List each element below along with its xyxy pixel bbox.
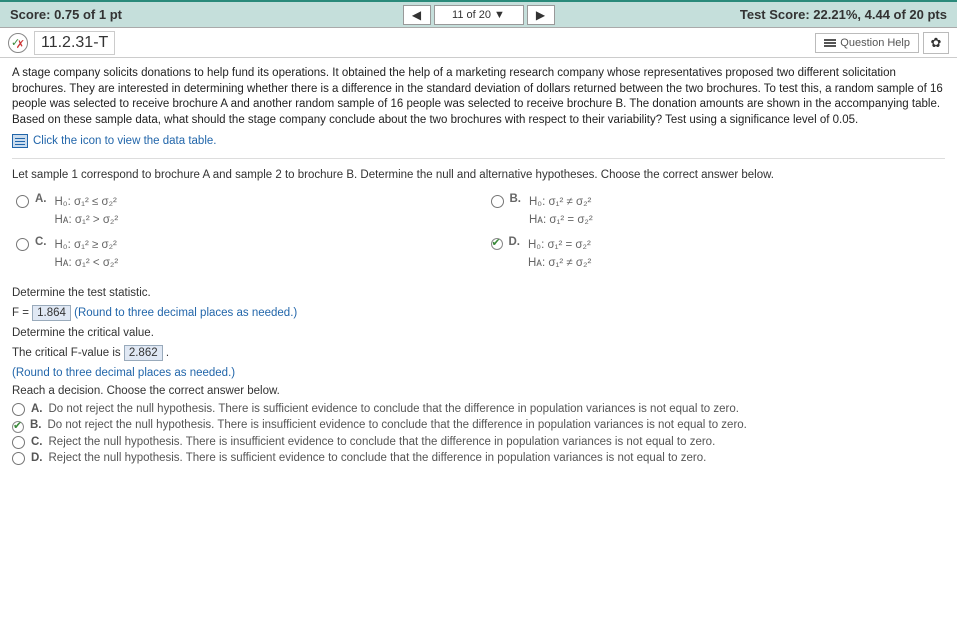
radio-b[interactable] xyxy=(491,195,504,208)
critical-value-label: Determine the critical value. xyxy=(12,327,945,339)
decision-option-a[interactable]: A. Do not reject the null hypothesis. Th… xyxy=(12,403,945,416)
decision-text: Do not reject the null hypothesis. There… xyxy=(48,419,747,431)
top-bar: Score: 0.75 of 1 pt ◀ 11 of 20 ▼ ▶ Test … xyxy=(0,0,957,28)
radio-dec-a[interactable] xyxy=(12,403,25,416)
test-statistic-hint: (Round to three decimal places as needed… xyxy=(74,307,297,319)
radio-dec-b-checked[interactable] xyxy=(12,421,24,433)
divider xyxy=(12,158,945,159)
data-table-link-label: Click the icon to view the data table. xyxy=(33,135,216,147)
option-label: C. xyxy=(35,236,47,248)
hyp-option-c[interactable]: C. H₀: σ₁² ≥ σ₂²Hᴀ: σ₁² < σ₂² xyxy=(16,236,471,273)
decision-label: Reach a decision. Choose the correct ans… xyxy=(12,385,945,397)
prev-button[interactable]: ◀ xyxy=(403,5,431,25)
radio-c[interactable] xyxy=(16,238,29,251)
hyp-option-d[interactable]: D. H₀: σ₁² = σ₂²Hᴀ: σ₁² ≠ σ₂² xyxy=(491,236,946,273)
decision-option-b[interactable]: B. Do not reject the null hypothesis. Th… xyxy=(12,419,945,433)
hyp-option-a[interactable]: A. H₀: σ₁² ≤ σ₂²Hᴀ: σ₁² > σ₂² xyxy=(16,193,471,230)
option-formula: H₀: σ₁² = σ₂²Hᴀ: σ₁² ≠ σ₂² xyxy=(528,236,591,273)
radio-dec-c[interactable] xyxy=(12,436,25,449)
critical-value-input[interactable]: 2.862 xyxy=(124,345,163,361)
question-help-label: Question Help xyxy=(840,37,910,49)
decision-text: Reject the null hypothesis. There is suf… xyxy=(49,452,707,464)
score-label: Score: 0.75 of 1 pt xyxy=(10,7,122,22)
test-statistic-input[interactable]: 1.864 xyxy=(32,305,71,321)
question-number: 11.2.31-T xyxy=(41,34,108,51)
content-area: A stage company solicits donations to he… xyxy=(0,58,957,476)
crit-pre: The critical F-value is xyxy=(12,347,124,359)
nav-cluster: ◀ 11 of 20 ▼ ▶ xyxy=(403,5,555,25)
radio-d-checked[interactable] xyxy=(491,238,503,250)
decision-options: A. Do not reject the null hypothesis. Th… xyxy=(12,403,945,465)
problem-text: A stage company solicits donations to he… xyxy=(12,66,945,128)
decision-text: Do not reject the null hypothesis. There… xyxy=(49,403,739,415)
data-table-link[interactable]: Click the icon to view the data table. xyxy=(12,134,945,148)
question-position-dropdown[interactable]: 11 of 20 ▼ xyxy=(434,5,524,25)
radio-a[interactable] xyxy=(16,195,29,208)
next-button[interactable]: ▶ xyxy=(527,5,555,25)
critical-value-row: The critical F-value is 2.862 . xyxy=(12,345,945,361)
test-statistic-row: F = 1.864 (Round to three decimal places… xyxy=(12,305,945,321)
decision-option-c[interactable]: C. Reject the null hypothesis. There is … xyxy=(12,436,945,449)
decision-text: Reject the null hypothesis. There is ins… xyxy=(49,436,716,448)
option-formula: H₀: σ₁² ≠ σ₂²Hᴀ: σ₁² = σ₂² xyxy=(529,193,593,230)
partial-credit-icon xyxy=(8,33,28,53)
option-label: A. xyxy=(35,193,47,205)
list-icon xyxy=(824,38,836,48)
hypothesis-instruction: Let sample 1 correspond to brochure A an… xyxy=(12,169,945,181)
gear-icon: ✿ xyxy=(931,35,942,51)
radio-dec-d[interactable] xyxy=(12,452,25,465)
test-score-label: Test Score: 22.21%, 4.44 of 20 pts xyxy=(740,7,947,22)
crit-post: . xyxy=(166,347,169,359)
option-label: B. xyxy=(510,193,522,205)
f-prefix: F = xyxy=(12,307,32,319)
option-formula: H₀: σ₁² ≤ σ₂²Hᴀ: σ₁² > σ₂² xyxy=(55,193,119,230)
option-label: D. xyxy=(509,236,521,248)
critical-value-hint: (Round to three decimal places as needed… xyxy=(12,367,945,379)
decision-option-d[interactable]: D. Reject the null hypothesis. There is … xyxy=(12,452,945,465)
question-help-button[interactable]: Question Help xyxy=(815,33,919,53)
option-formula: H₀: σ₁² ≥ σ₂²Hᴀ: σ₁² < σ₂² xyxy=(55,236,119,273)
settings-button[interactable]: ✿ xyxy=(923,32,949,54)
hypothesis-options: A. H₀: σ₁² ≤ σ₂²Hᴀ: σ₁² > σ₂² B. H₀: σ₁²… xyxy=(16,193,945,273)
question-bar: 11.2.31-T Question Help ✿ xyxy=(0,28,957,58)
table-icon xyxy=(12,134,28,148)
hyp-option-b[interactable]: B. H₀: σ₁² ≠ σ₂²Hᴀ: σ₁² = σ₂² xyxy=(491,193,946,230)
test-statistic-label: Determine the test statistic. xyxy=(12,287,945,299)
